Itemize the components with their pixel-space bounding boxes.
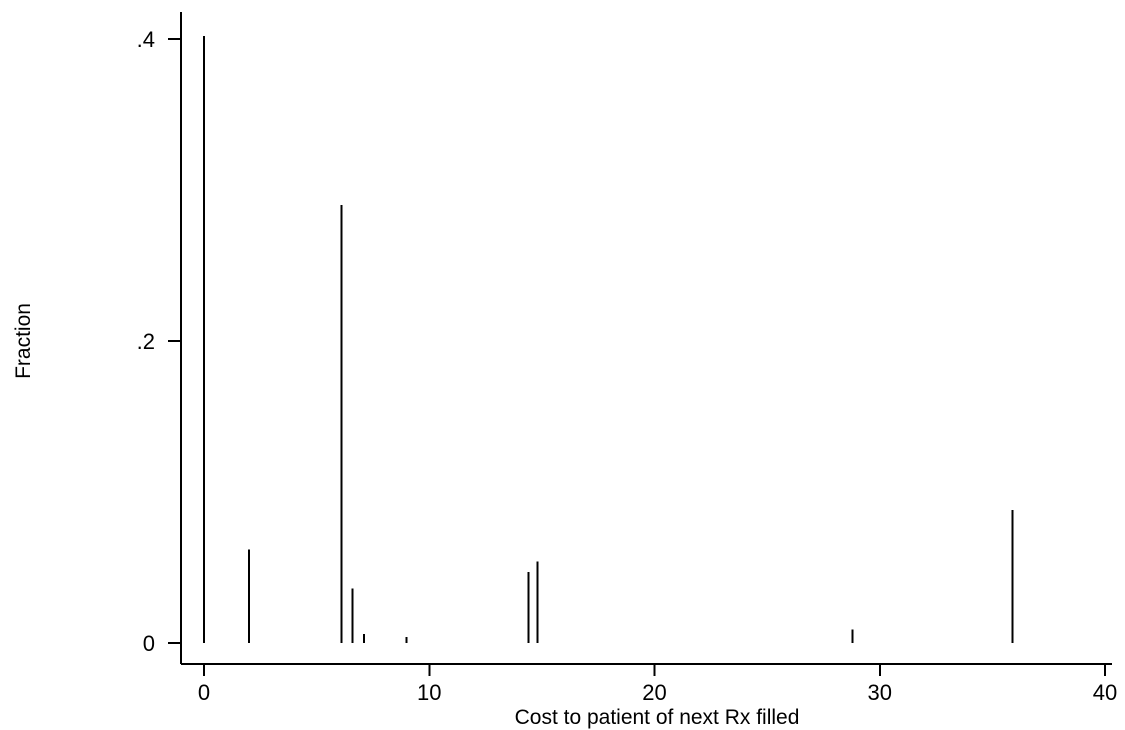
x-tick-label: 30 [868, 680, 892, 705]
x-tick-label: 0 [198, 680, 210, 705]
x-tick-label: 40 [1093, 680, 1117, 705]
y-tick-label: .4 [137, 27, 155, 52]
x-axis-ticks: 0 10 20 30 40 [198, 664, 1117, 705]
y-tick-label: 0 [143, 631, 155, 656]
x-axis-title: Cost to patient of next Rx filled [515, 706, 800, 729]
y-axis-ticks: 0 .2 .4 [137, 27, 181, 656]
data-spikes [203, 35, 1014, 643]
x-tick-label: 10 [417, 680, 441, 705]
y-axis-title: Fraction [12, 303, 35, 379]
plot-area: 0 .2 .4 0 10 20 30 40 [137, 12, 1117, 705]
x-tick-label: 20 [642, 680, 666, 705]
y-tick-label: .2 [137, 329, 155, 354]
